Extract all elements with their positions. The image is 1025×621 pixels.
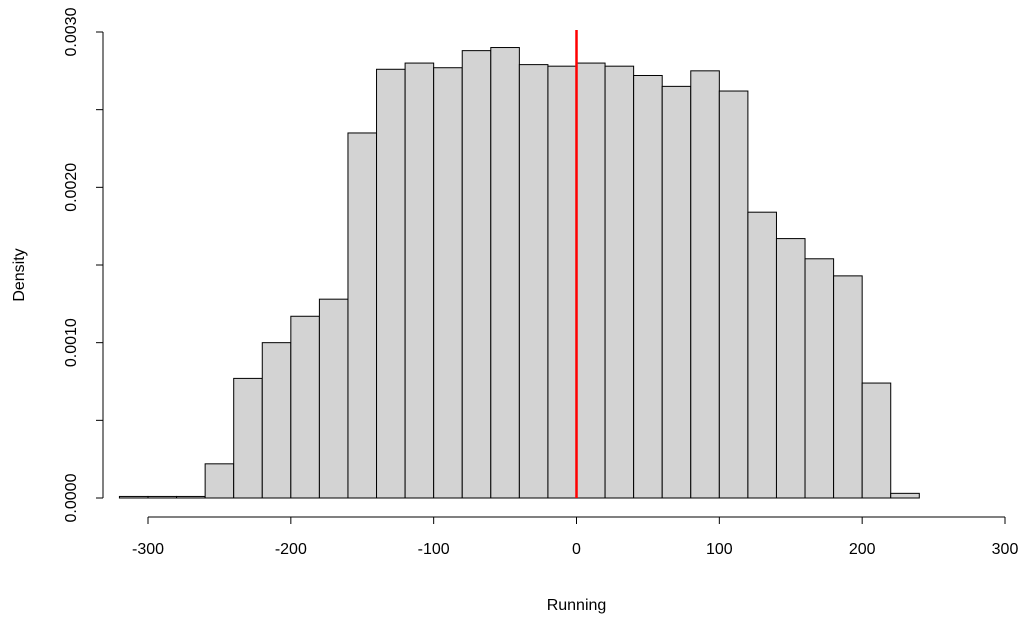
x-axis-ticks: -300 -200 -100 0 100 200 300 [132, 517, 1018, 558]
histogram-bar [861, 382, 892, 499]
histogram-bar [318, 298, 349, 499]
x-axis-title: Running [547, 597, 607, 614]
histogram-bar [633, 74, 663, 499]
x-tick-label: -100 [418, 541, 450, 558]
histogram-bar [147, 495, 178, 499]
histogram-bar [290, 315, 320, 499]
histogram-bar [347, 132, 378, 499]
histogram-bar [176, 495, 206, 499]
x-tick-label: 0 [572, 541, 581, 558]
histogram-bars [118, 47, 920, 499]
x-tick-label: 300 [992, 541, 1019, 558]
y-axis-title: Density [11, 248, 28, 301]
histogram-bar [376, 68, 406, 499]
histogram-bar [833, 275, 863, 499]
y-axis-ticks: 0.0000 0.0010 0.0020 0.0030 [63, 7, 103, 522]
histogram-bar [690, 70, 720, 499]
histogram-bar [233, 377, 263, 499]
histogram-bar [804, 258, 835, 499]
y-tick-label: 0.0000 [63, 473, 80, 522]
histogram-bar [518, 64, 549, 499]
histogram-bar [604, 65, 635, 499]
histogram-bar [404, 62, 435, 499]
histogram-bar [490, 47, 520, 499]
histogram-bar [461, 50, 492, 499]
histogram-bar [890, 492, 920, 499]
histogram-bar [661, 85, 692, 499]
histogram-bar [576, 62, 606, 499]
histogram-bar [261, 342, 292, 499]
y-tick-label: 0.0030 [63, 7, 80, 56]
histogram-bar [747, 211, 777, 499]
y-tick-label: 0.0010 [63, 318, 80, 367]
x-tick-label: 200 [849, 541, 876, 558]
histogram-bar [775, 238, 806, 499]
x-tick-label: -200 [275, 541, 307, 558]
histogram-bar [718, 90, 749, 499]
x-tick-label: -300 [132, 541, 164, 558]
y-tick-label: 0.0020 [63, 163, 80, 212]
histogram-bar [547, 65, 578, 499]
histogram-bar [118, 495, 149, 499]
histogram-bar [433, 67, 463, 499]
x-tick-label: 100 [706, 541, 733, 558]
histogram-bar [204, 463, 235, 499]
